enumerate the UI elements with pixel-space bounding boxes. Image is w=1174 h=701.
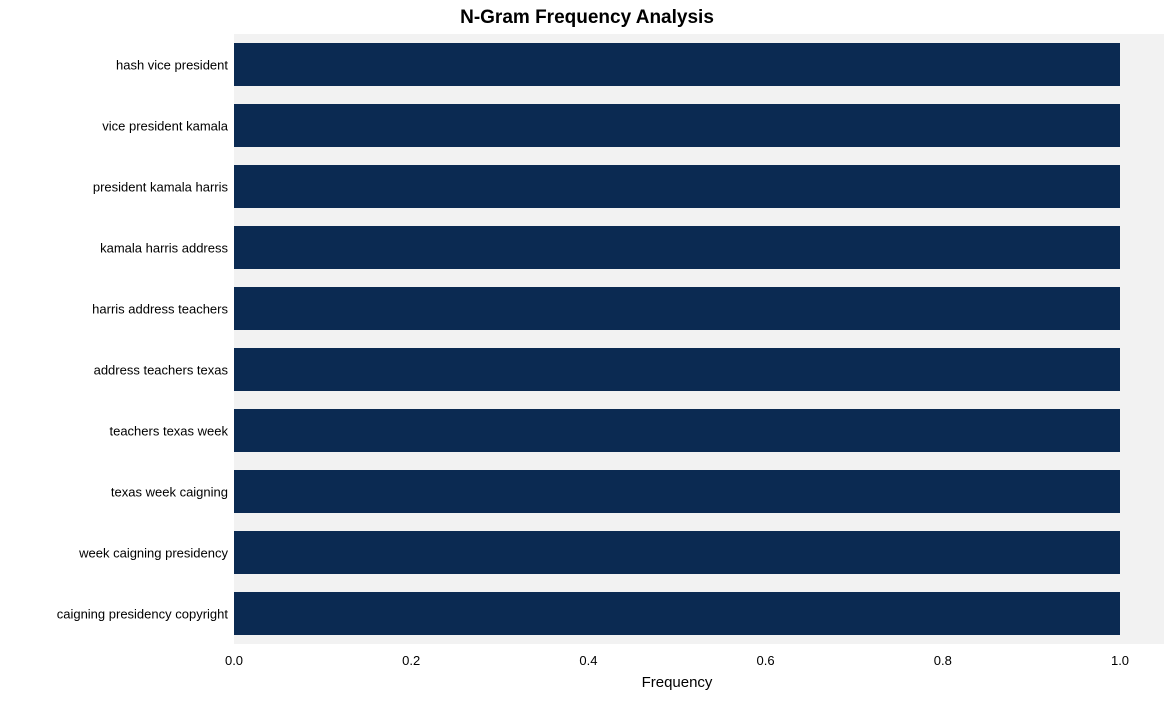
x-tick-label: 1.0 <box>1111 653 1129 668</box>
bar <box>234 592 1120 635</box>
y-tick-label: address teachers texas <box>94 362 228 377</box>
chart-title: N-Gram Frequency Analysis <box>0 7 1174 29</box>
plot-area <box>234 34 1120 644</box>
y-tick-label: kamala harris address <box>100 240 228 255</box>
y-tick-label: week caigning presidency <box>79 545 228 560</box>
bar <box>234 470 1120 513</box>
x-tick-label: 0.0 <box>225 653 243 668</box>
y-tick-label: texas week caigning <box>111 484 228 499</box>
y-axis-labels: hash vice president vice president kamala… <box>0 34 228 644</box>
bar <box>234 165 1120 208</box>
bar <box>234 287 1120 330</box>
y-tick-label: caigning presidency copyright <box>57 606 228 621</box>
bar <box>234 226 1120 269</box>
y-tick-label: harris address teachers <box>92 301 228 316</box>
bar <box>234 43 1120 86</box>
x-tick-label: 0.4 <box>579 653 597 668</box>
bar <box>234 409 1120 452</box>
x-tick-label: 0.6 <box>757 653 775 668</box>
bar <box>234 531 1120 574</box>
bar <box>234 104 1120 147</box>
y-tick-label: president kamala harris <box>93 179 228 194</box>
y-tick-label: teachers texas week <box>109 423 228 438</box>
x-axis-title: Frequency <box>234 674 1120 691</box>
bars-layer <box>234 34 1120 644</box>
bar <box>234 348 1120 391</box>
x-axis-ticks: 0.00.20.40.60.81.0 <box>234 653 1120 671</box>
chart-container: N-Gram Frequency Analysis hash vice pres… <box>0 0 1174 701</box>
y-tick-label: hash vice president <box>116 57 228 72</box>
x-tick-label: 0.2 <box>402 653 420 668</box>
y-tick-label: vice president kamala <box>102 118 228 133</box>
x-tick-label: 0.8 <box>934 653 952 668</box>
